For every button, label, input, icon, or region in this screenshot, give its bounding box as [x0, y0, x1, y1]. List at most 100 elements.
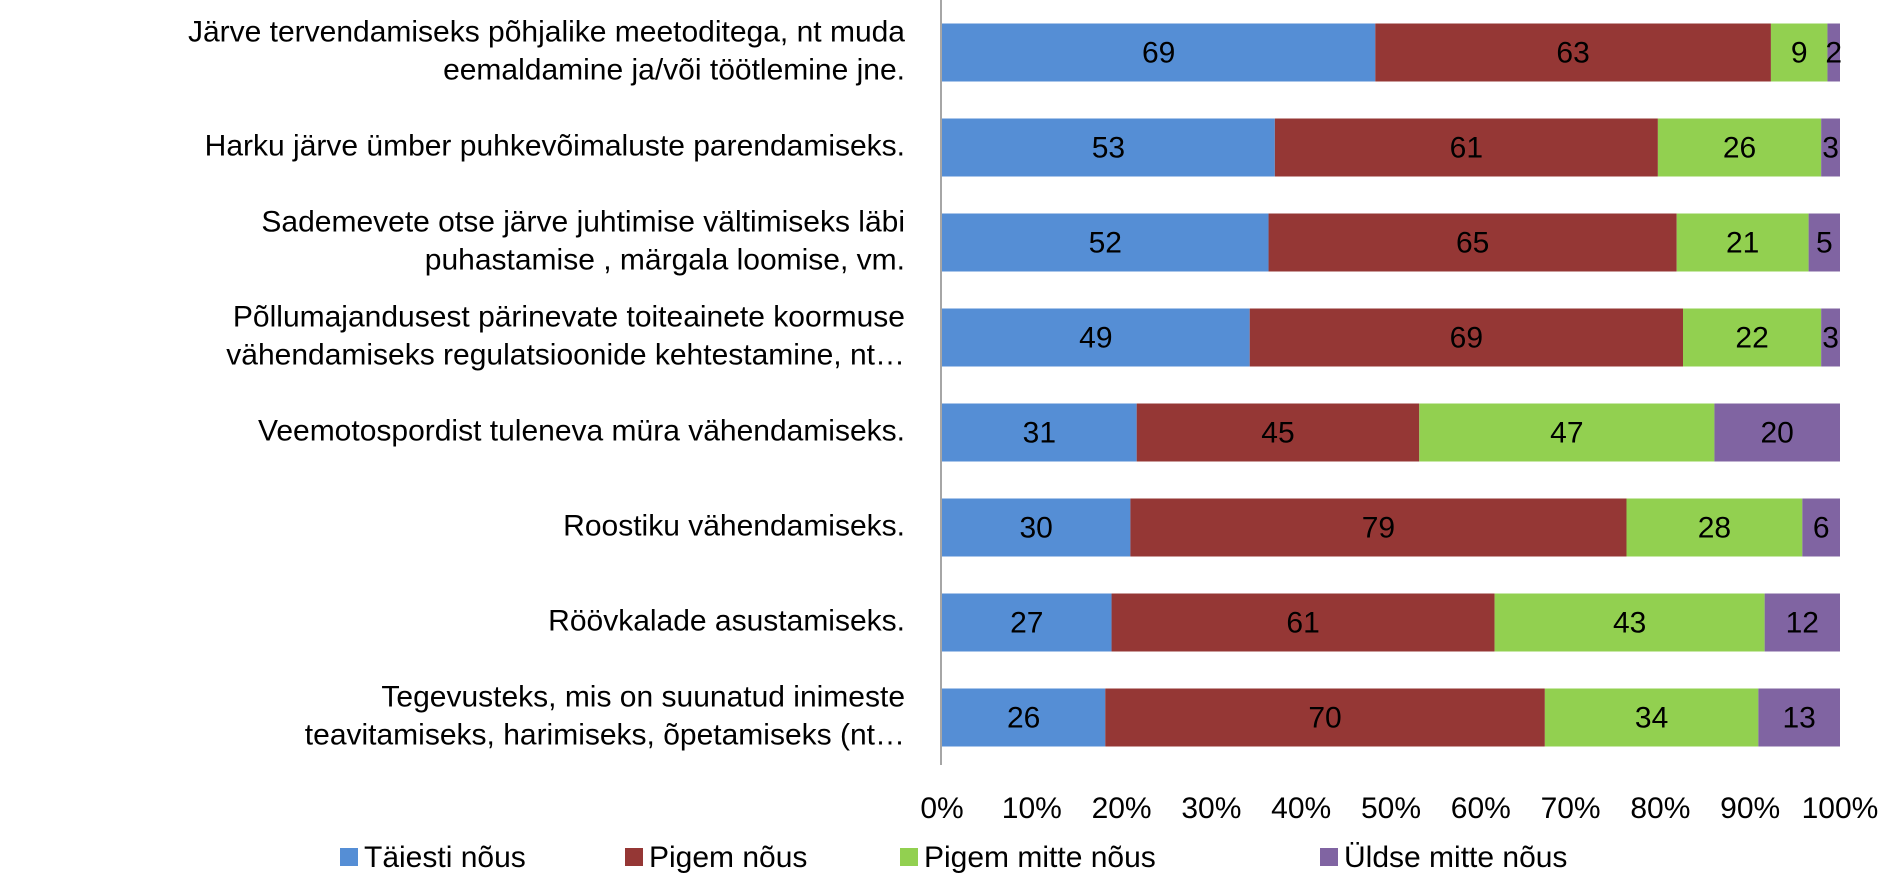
data-label: 22 — [1735, 321, 1768, 354]
category-label: Sademevete otse järve juhtimise vältimis… — [261, 205, 905, 276]
x-tick-label: 10% — [1002, 792, 1062, 825]
bar-segment — [1544, 688, 1759, 747]
data-label: 65 — [1456, 226, 1489, 259]
data-label: 49 — [1079, 321, 1112, 354]
category-label-line: Veemotospordist tuleneva müra vähendamis… — [258, 414, 905, 447]
data-label: 70 — [1308, 701, 1341, 734]
data-label: 2 — [1825, 36, 1842, 69]
category-label: Roostiku vähendamiseks. — [563, 509, 905, 542]
data-label: 61 — [1450, 131, 1483, 164]
category-label-line: eemaldamine ja/või töötlemine jne. — [443, 53, 905, 86]
category-label-line: Harku järve ümber puhkevõimaluste parend… — [205, 129, 905, 162]
bar-segment — [942, 308, 1250, 367]
legend-label: Üldse mitte nõus — [1344, 841, 1567, 874]
bar-segment — [1419, 403, 1715, 462]
x-tick-label: 30% — [1181, 792, 1241, 825]
bar-segment — [1111, 593, 1495, 652]
data-label: 61 — [1286, 606, 1319, 639]
category-label-line: Põllumajandusest pärinevate toiteainete … — [233, 300, 905, 333]
bar-segment — [1136, 403, 1420, 462]
x-tick-label: 40% — [1271, 792, 1331, 825]
category-label-line: Röövkalade asustamiseks. — [548, 604, 905, 637]
bar-segment — [942, 213, 1269, 272]
data-label: 9 — [1791, 36, 1808, 69]
data-label: 27 — [1010, 606, 1043, 639]
x-tick-label: 100% — [1802, 792, 1879, 825]
data-label: 69 — [1142, 36, 1175, 69]
data-label: 28 — [1698, 511, 1731, 544]
data-label: 47 — [1550, 416, 1583, 449]
bar-segment — [1764, 593, 1840, 652]
x-tick-label: 80% — [1630, 792, 1690, 825]
category-label-line: Roostiku vähendamiseks. — [563, 509, 905, 542]
data-label: 3 — [1822, 321, 1839, 354]
data-label: 13 — [1782, 701, 1815, 734]
bar-segment — [1821, 118, 1840, 177]
legend-swatch — [1320, 848, 1338, 866]
bar-segment — [1714, 403, 1840, 462]
legend-label: Pigem mitte nõus — [924, 841, 1156, 874]
category-label: Tegevusteks, mis on suunatud inimeste tea… — [305, 680, 905, 751]
data-label: 31 — [1023, 416, 1056, 449]
bar-segment — [1802, 498, 1840, 557]
x-tick-label: 0% — [920, 792, 963, 825]
data-label: 63 — [1556, 36, 1589, 69]
bar-segment — [1130, 498, 1627, 557]
data-label: 69 — [1450, 321, 1483, 354]
legend-label: Täiesti nõus — [364, 841, 526, 874]
category-label-line: vähendamiseks regulatsioonide kehtestami… — [226, 338, 905, 371]
bar-segment — [1821, 308, 1840, 367]
bar-segment — [1808, 213, 1840, 272]
legend-swatch — [625, 848, 643, 866]
category-label: Veemotospordist tuleneva müra vähendamis… — [258, 414, 905, 447]
category-label: Harku järve ümber puhkevõimaluste parend… — [205, 129, 905, 162]
bar-segment — [942, 593, 1112, 652]
data-label: 3 — [1822, 131, 1839, 164]
x-tick-label: 90% — [1720, 792, 1780, 825]
bar-segment — [1268, 213, 1677, 272]
bar-segment — [1105, 688, 1545, 747]
category-label-line: Tegevusteks, mis on suunatud inimeste — [381, 680, 905, 713]
bar-segment — [1683, 308, 1822, 367]
data-label: 26 — [1723, 131, 1756, 164]
bar-segment — [942, 118, 1275, 177]
data-label: 45 — [1261, 416, 1294, 449]
data-label: 21 — [1726, 226, 1759, 259]
category-label: Röövkalade asustamiseks. — [548, 604, 905, 637]
data-label: 43 — [1613, 606, 1646, 639]
bar-segment — [942, 23, 1376, 82]
x-tick-label: 50% — [1361, 792, 1421, 825]
x-tick-label: 60% — [1451, 792, 1511, 825]
bar-segment — [1676, 213, 1809, 272]
data-label: 12 — [1786, 606, 1819, 639]
bar-segment — [1770, 23, 1828, 82]
bar-segment — [1626, 498, 1803, 557]
bar-segment — [1758, 688, 1840, 747]
category-label-line: Järve tervendamiseks põhjalike meetodite… — [188, 15, 905, 48]
bar-segment — [1249, 308, 1684, 367]
data-label: 52 — [1089, 226, 1122, 259]
category-label: Põllumajandusest pärinevate toiteainete … — [226, 300, 905, 371]
legend-swatch — [900, 848, 918, 866]
data-label: 53 — [1092, 131, 1125, 164]
bar-segment — [1274, 118, 1658, 177]
legend-label: Pigem nõus — [649, 841, 807, 874]
data-label: 6 — [1813, 511, 1830, 544]
bar-segment — [1494, 593, 1765, 652]
category-label-line: puhastamise , märgala loomise, vm. — [425, 243, 905, 276]
bar-segment — [942, 403, 1137, 462]
bar-segment — [942, 688, 1106, 747]
category-label-line: Sademevete otse järve juhtimise vältimis… — [261, 205, 905, 238]
bar-segment — [942, 498, 1131, 557]
data-label: 5 — [1816, 226, 1833, 259]
bar-segment — [1827, 23, 1840, 82]
data-label: 20 — [1761, 416, 1794, 449]
data-label: 34 — [1635, 701, 1668, 734]
bar-segment — [1375, 23, 1771, 82]
data-label: 30 — [1020, 511, 1053, 544]
data-label: 26 — [1007, 701, 1040, 734]
category-label: Järve tervendamiseks põhjalike meetodite… — [188, 15, 905, 86]
bar-segment — [1657, 118, 1822, 177]
data-label: 79 — [1362, 511, 1395, 544]
